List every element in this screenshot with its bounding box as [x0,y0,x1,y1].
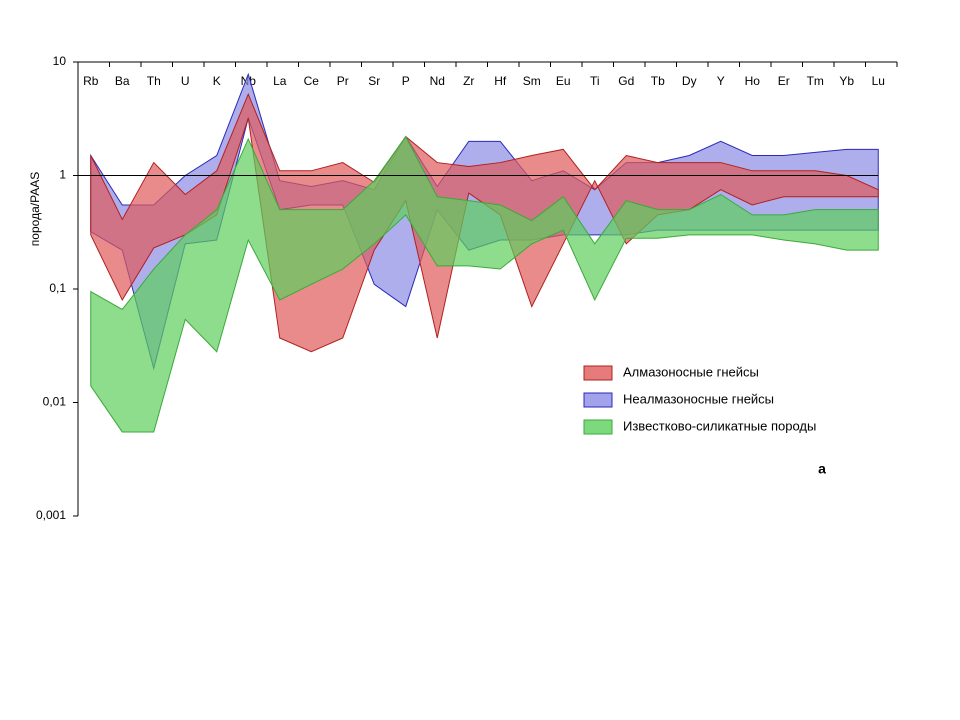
x-tick-label: U [181,74,190,88]
x-tick-label: Eu [556,74,571,88]
x-tick-label: P [402,74,410,88]
x-tick-label: Tm [807,74,824,88]
x-tick-label: Sr [368,74,380,88]
y-axis-label: порода/PAAS [28,172,42,246]
legend-label: Известково-силикатные породы [623,418,816,433]
y-tick-label: 0,01 [43,395,67,409]
x-tick-label: Ce [304,74,320,88]
x-tick-label: Rb [83,74,99,88]
y-tick-label: 1 [59,168,66,182]
annotation: а [818,461,826,477]
x-tick-label: Ba [115,74,130,88]
y-tick-label: 0,001 [36,508,66,522]
legend-swatch [583,365,613,381]
x-tick-label: Gd [618,74,634,88]
x-tick-label: Er [778,74,790,88]
x-tick-label: Dy [682,74,697,88]
x-tick-label: Y [717,74,725,88]
x-tick-label: Yb [839,74,854,88]
x-tick-label: La [273,74,287,88]
x-tick-label: Zr [463,74,474,88]
x-tick-label: Pr [337,74,349,88]
x-tick-label: Nd [430,74,445,88]
x-tick-label: Ti [590,74,600,88]
legend-label: Неалмазоносные гнейсы [623,391,774,406]
range-band [90,135,879,433]
legend-swatch [583,419,613,435]
x-tick-label: Ho [745,74,761,88]
x-tick-label: K [213,74,221,88]
y-tick-label: 10 [53,54,67,68]
y-tick-label: 0,1 [49,281,66,295]
legend-swatch [583,392,613,408]
legend-label: Алмазоносные гнейсы [623,364,759,379]
x-tick-label: Hf [494,74,507,88]
x-tick-label: Sm [523,74,541,88]
x-tick-label: Lu [872,74,885,88]
x-tick-label: Tb [651,74,665,88]
x-tick-label: Th [147,74,161,88]
